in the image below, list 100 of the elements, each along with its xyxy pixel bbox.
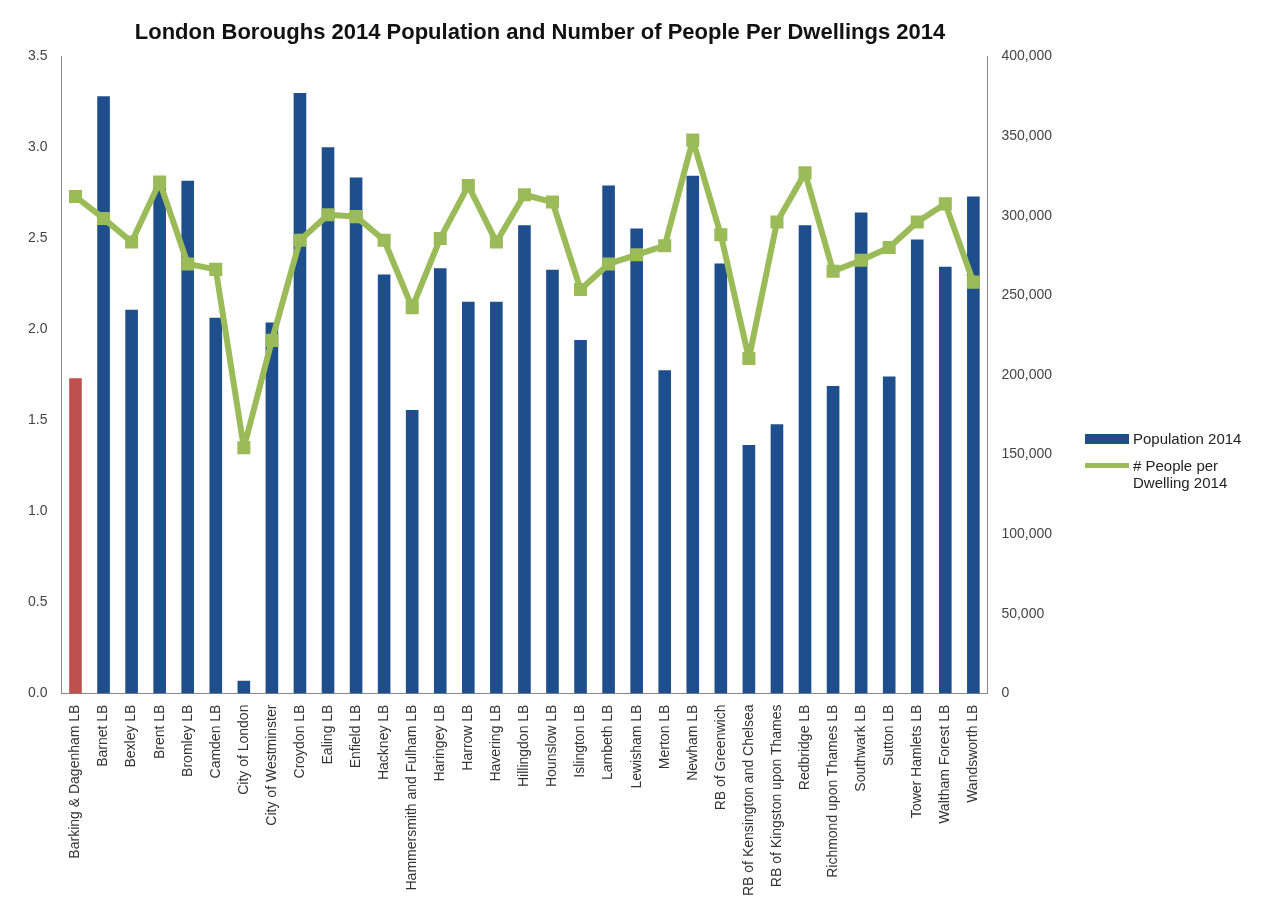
chart-title: London Boroughs 2014 Population and Number of People Per Dwellings 2014 bbox=[134, 19, 946, 45]
point bbox=[854, 253, 868, 267]
x-tick-label: Hillingdon LB bbox=[515, 704, 532, 788]
bar bbox=[97, 96, 110, 694]
x-tick-label: Sutton LB bbox=[880, 704, 897, 767]
y-tick-label: 2.5 bbox=[27, 229, 48, 246]
point bbox=[658, 239, 672, 253]
y2-tick-label: 300,000 bbox=[1001, 206, 1053, 223]
y2-tick-label: 100,000 bbox=[1001, 525, 1053, 542]
bar bbox=[854, 212, 868, 694]
point bbox=[321, 208, 335, 222]
x-tick-label: Newham LB bbox=[683, 704, 700, 781]
bar bbox=[574, 339, 587, 694]
x-tick-label: Lambeth LB bbox=[599, 704, 616, 781]
legend-label: Population 2014 bbox=[1133, 430, 1242, 447]
x-tick-label: City of Westminster bbox=[262, 704, 279, 826]
bar bbox=[462, 301, 475, 694]
point bbox=[209, 262, 223, 276]
x-tick-label: Enfield LB bbox=[346, 704, 363, 769]
x-tick-label: Hackney LB bbox=[374, 704, 391, 781]
bar bbox=[518, 225, 531, 694]
x-tick-label: Ealing LB bbox=[318, 704, 335, 765]
bar bbox=[826, 386, 840, 694]
y-tick-label: 1.0 bbox=[27, 502, 48, 519]
y-tick-label: 2.0 bbox=[27, 320, 48, 337]
bar bbox=[910, 239, 924, 694]
bar bbox=[602, 185, 615, 694]
x-tick-label: Bromley LB bbox=[178, 704, 195, 777]
x-tick-label: Lewisham LB bbox=[627, 704, 644, 789]
point bbox=[686, 133, 700, 147]
bar bbox=[69, 378, 82, 694]
point bbox=[293, 233, 307, 247]
point bbox=[882, 241, 896, 255]
point bbox=[798, 166, 812, 180]
point bbox=[181, 257, 195, 271]
bar bbox=[377, 274, 391, 694]
point bbox=[966, 275, 980, 289]
bar bbox=[770, 424, 784, 694]
y-tick-label: 0.5 bbox=[27, 593, 48, 610]
y2-tick-label: 50,000 bbox=[1001, 604, 1045, 621]
bar bbox=[321, 147, 335, 694]
y-tick-label: 3.5 bbox=[27, 47, 48, 64]
x-tick-label: Southwark LB bbox=[851, 704, 868, 792]
x-tick-label: Brent LB bbox=[150, 704, 167, 760]
x-tick-label: Redbridge LB bbox=[795, 704, 812, 791]
bar bbox=[349, 177, 363, 694]
bar bbox=[546, 269, 559, 694]
x-tick-label: Harrow LB bbox=[459, 704, 476, 771]
point bbox=[826, 264, 840, 278]
x-tick-label: Islington LB bbox=[571, 704, 588, 778]
x-tick-label: Camden LB bbox=[206, 704, 223, 779]
bar bbox=[265, 322, 279, 694]
point bbox=[237, 441, 251, 455]
x-tick-label: RB of Kensington and Chelsea bbox=[739, 704, 756, 897]
x-tick-label: Bexley LB bbox=[122, 704, 139, 768]
bar bbox=[686, 175, 700, 694]
x-tick-label: Richmond upon Thames LB bbox=[823, 704, 840, 878]
bar bbox=[490, 301, 503, 694]
y2-tick-label: 350,000 bbox=[1001, 126, 1053, 143]
bar bbox=[405, 410, 419, 694]
point bbox=[742, 352, 756, 366]
x-tick-label: RB of Greenwich bbox=[711, 704, 728, 811]
point bbox=[910, 215, 924, 229]
legend-label: # People per Dwelling 2014 bbox=[1133, 457, 1229, 491]
bar bbox=[125, 309, 138, 694]
y2-tick-label: 0 bbox=[1001, 684, 1010, 701]
point bbox=[517, 188, 531, 202]
y2-tick-label: 200,000 bbox=[1001, 365, 1053, 382]
bar bbox=[938, 266, 952, 694]
point bbox=[489, 235, 503, 249]
x-tick-label: Havering LB bbox=[487, 704, 504, 782]
x-tick-label: Tower Hamlets LB bbox=[908, 704, 925, 819]
point bbox=[545, 195, 560, 209]
bar bbox=[153, 187, 166, 694]
bar bbox=[433, 268, 447, 694]
x-tick-label: Merton LB bbox=[655, 704, 672, 770]
bar bbox=[882, 376, 896, 694]
point bbox=[153, 175, 167, 189]
point bbox=[461, 179, 475, 193]
point bbox=[770, 215, 784, 229]
bar bbox=[630, 228, 643, 694]
bar bbox=[714, 263, 728, 694]
y-tick-label: 3.0 bbox=[27, 138, 48, 155]
point bbox=[377, 233, 391, 247]
bar bbox=[181, 180, 195, 694]
bar bbox=[742, 445, 756, 694]
bar bbox=[293, 93, 307, 694]
bar bbox=[209, 317, 223, 694]
bar bbox=[798, 225, 812, 694]
point bbox=[714, 228, 728, 242]
point bbox=[68, 190, 83, 204]
bar bbox=[967, 196, 980, 694]
point bbox=[938, 197, 952, 211]
x-tick-label: City of London bbox=[234, 704, 251, 795]
y2-tick-label: 250,000 bbox=[1001, 286, 1053, 303]
point bbox=[433, 231, 447, 245]
x-tick-label: Barking & Dagenham LB bbox=[66, 704, 83, 859]
point bbox=[574, 282, 588, 296]
bar bbox=[658, 370, 672, 694]
point bbox=[265, 333, 279, 347]
